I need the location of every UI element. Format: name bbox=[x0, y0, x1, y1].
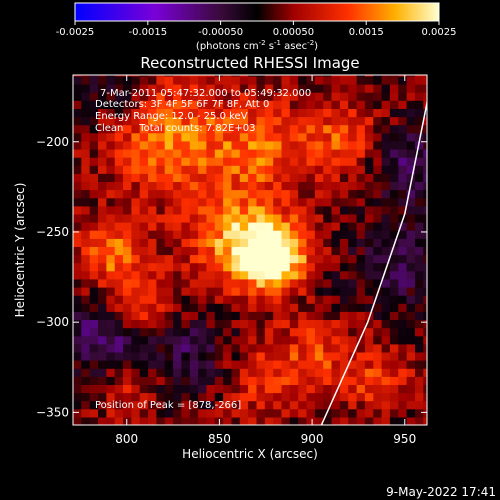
plot-frame bbox=[72, 74, 428, 426]
colorbar bbox=[74, 2, 440, 22]
colorbar-tick-label: 0.0015 bbox=[349, 27, 384, 38]
peak-position-label: Position of Peak = [878,-266] bbox=[95, 400, 241, 411]
y-tick-label: −300 bbox=[36, 315, 69, 329]
chart-title: Reconstructed RHESSI Image bbox=[140, 54, 359, 72]
footer-timestamp: 9-May-2022 17:41 bbox=[386, 485, 496, 499]
colorbar-tick-label: -0.0015 bbox=[128, 27, 167, 38]
y-tick-label: −200 bbox=[36, 135, 69, 149]
colorbar-units: (photons cm-2 s-1 asec-2) bbox=[196, 39, 318, 52]
annotation-energy-range: Energy Range: 12.0 - 25.0 keV bbox=[95, 111, 248, 122]
y-tick-label: −350 bbox=[36, 405, 69, 419]
heatmap-image bbox=[73, 75, 427, 425]
annotation-detectors: Detectors: 3F 4F 5F 6F 7F 8F, Att 0 bbox=[95, 99, 269, 110]
y-tick-label: −250 bbox=[36, 225, 69, 239]
x-tick-label: 800 bbox=[115, 432, 138, 446]
colorbar-tick-label: 0.0025 bbox=[422, 27, 457, 38]
x-tick-label: 850 bbox=[208, 432, 231, 446]
colorbar-ticks: -0.0025 -0.0015 -0.00050 0.00050 0.0015 0.002… bbox=[56, 21, 457, 38]
solar-limb-line bbox=[320, 99, 427, 425]
x-tick-label: 950 bbox=[393, 432, 416, 446]
y-axis-label: Heliocentric Y (arcsec) bbox=[13, 183, 27, 318]
x-axis-ticks: 800 850 900 950 bbox=[115, 75, 416, 446]
x-axis-label: Heliocentric X (arcsec) bbox=[182, 447, 318, 461]
annotation-time-range: 7-Mar-2011 05:47:32.000 to 05:49:32.000 bbox=[100, 88, 311, 99]
colorbar-tick-label: -0.00050 bbox=[198, 27, 243, 38]
annotation-clean-counts: Clean Total counts: 7.82E+03 bbox=[95, 123, 255, 134]
y-axis-ticks: −350 −300 −250 −200 bbox=[36, 135, 427, 419]
x-tick-label: 900 bbox=[301, 432, 324, 446]
colorbar-tick-label: -0.0025 bbox=[56, 27, 95, 38]
colorbar-tick-label: 0.00050 bbox=[273, 27, 314, 38]
